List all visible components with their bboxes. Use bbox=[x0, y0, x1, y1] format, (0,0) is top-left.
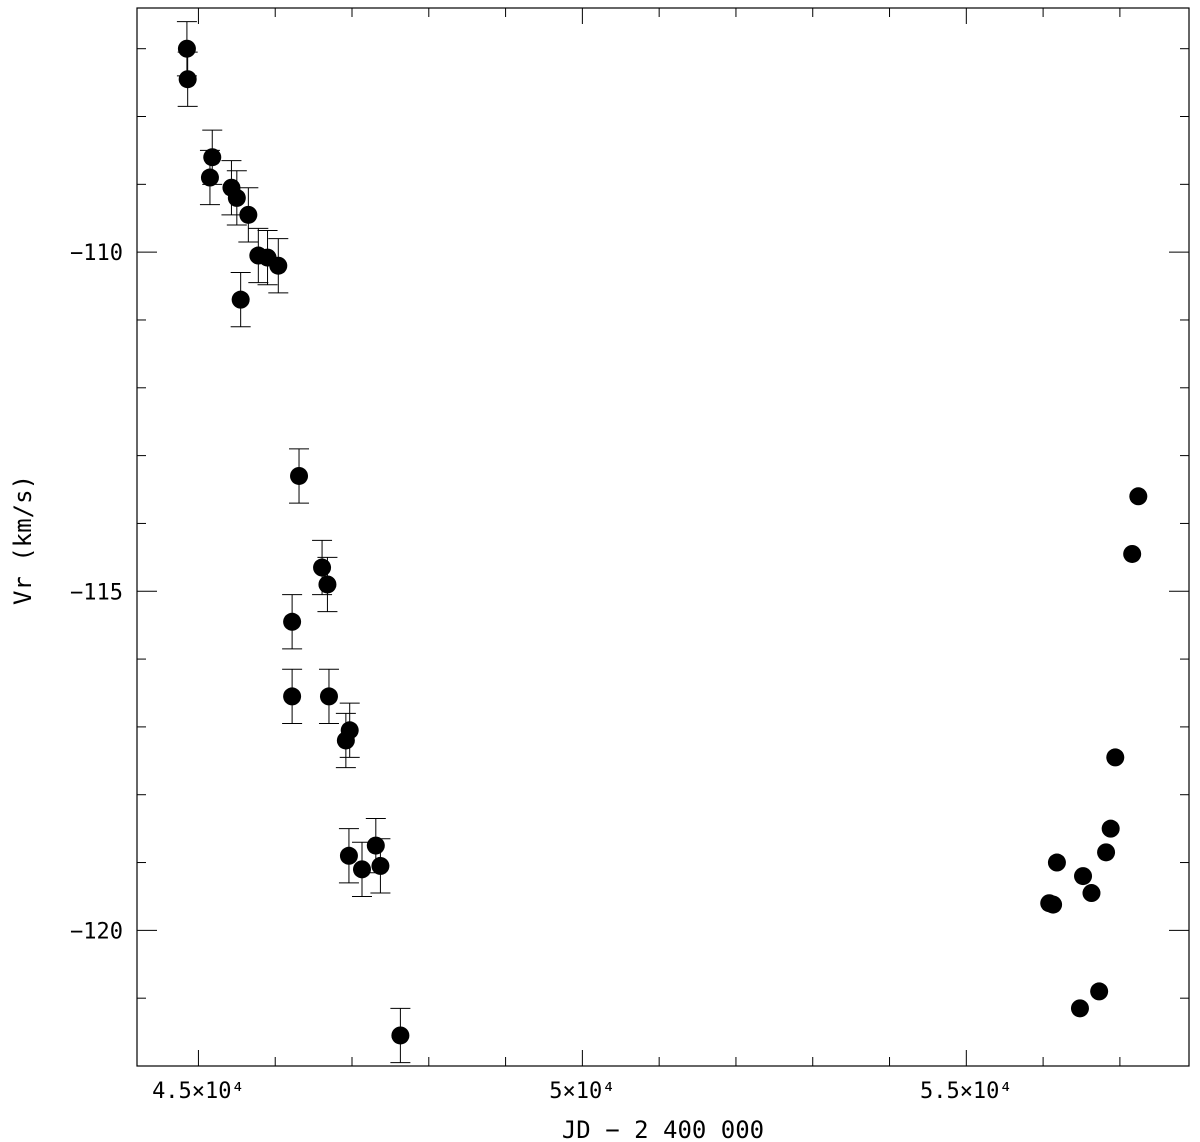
data-point bbox=[319, 687, 338, 706]
data-point bbox=[339, 846, 358, 865]
y-tick-label: −115 bbox=[70, 580, 123, 605]
x-axis-label: JD − 2 400 000 bbox=[562, 1116, 764, 1142]
data-point bbox=[227, 188, 246, 207]
data-point bbox=[231, 290, 250, 309]
data-point bbox=[1097, 843, 1116, 862]
data-point bbox=[318, 575, 337, 594]
data-point bbox=[1123, 544, 1142, 563]
data-point bbox=[352, 860, 371, 879]
data-point bbox=[1129, 487, 1148, 506]
data-points bbox=[177, 39, 1148, 1045]
data-point bbox=[391, 1026, 410, 1045]
axis-ticks bbox=[137, 8, 1189, 1067]
x-tick-label: 5.5×10⁴ bbox=[920, 1079, 1013, 1104]
data-point bbox=[269, 256, 288, 275]
y-axis-label: Vr (km/s) bbox=[9, 475, 37, 605]
data-point bbox=[340, 721, 359, 740]
data-point bbox=[200, 168, 219, 187]
data-point bbox=[1044, 895, 1063, 914]
data-point bbox=[1101, 819, 1120, 838]
data-point bbox=[313, 558, 332, 577]
x-tick-label: 4.5×10⁴ bbox=[152, 1079, 245, 1104]
data-point bbox=[1082, 884, 1101, 903]
tick-labels: 4.5×10⁴ 5×10⁴ 5.5×10⁴ −110 −115 −120 bbox=[70, 241, 1013, 1104]
y-tick-label: −120 bbox=[70, 919, 123, 944]
data-point bbox=[290, 466, 309, 485]
data-point bbox=[1090, 982, 1109, 1001]
data-point bbox=[371, 856, 390, 875]
data-point bbox=[1070, 999, 1089, 1018]
data-point bbox=[1047, 853, 1066, 872]
data-point bbox=[177, 39, 196, 58]
y-tick-label: −110 bbox=[70, 241, 123, 266]
data-point bbox=[203, 148, 222, 167]
data-point bbox=[239, 205, 258, 224]
data-point bbox=[1106, 748, 1125, 767]
plot-frame bbox=[136, 7, 1190, 1067]
data-point bbox=[283, 612, 302, 631]
data-point bbox=[178, 70, 197, 89]
data-point bbox=[1074, 867, 1093, 886]
data-point bbox=[366, 836, 385, 855]
data-point bbox=[283, 687, 302, 706]
x-tick-label: 5×10⁴ bbox=[549, 1079, 615, 1104]
